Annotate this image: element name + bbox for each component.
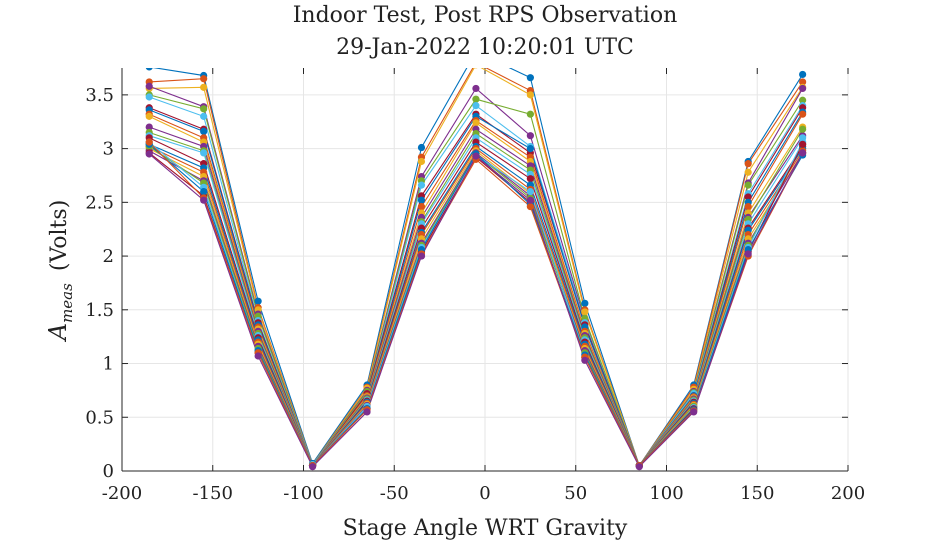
data-point xyxy=(799,110,807,118)
y-axis-label-subscript: meas xyxy=(58,283,76,323)
data-point xyxy=(799,84,807,93)
data-point xyxy=(200,83,208,91)
data-point xyxy=(799,125,807,133)
x-tick-label: -150 xyxy=(193,483,233,504)
data-point xyxy=(200,105,208,113)
data-point xyxy=(744,250,752,258)
data-point xyxy=(526,175,534,183)
data-point xyxy=(145,68,153,71)
y-tick-label: 2.5 xyxy=(85,192,114,213)
data-point xyxy=(200,187,208,196)
data-point xyxy=(526,187,534,196)
axes xyxy=(121,68,849,472)
y-axis-label: Ameas (Volts) xyxy=(44,200,76,343)
data-point xyxy=(145,82,153,90)
data-point xyxy=(200,112,208,120)
data-point xyxy=(145,93,153,101)
data-point xyxy=(526,74,534,82)
chart-title-line-1: Indoor Test, Post RPS Observation xyxy=(293,3,678,28)
data-point xyxy=(200,127,208,136)
y-tick-label: 3 xyxy=(103,139,114,160)
data-point xyxy=(474,68,478,69)
data-point xyxy=(799,70,807,79)
data-point xyxy=(472,152,480,160)
data-point xyxy=(526,110,534,118)
x-tick-label: 200 xyxy=(831,483,865,504)
data-point xyxy=(526,145,534,153)
y-axis-label-main: A xyxy=(44,323,72,342)
data-point xyxy=(744,181,752,189)
x-axis-label: Stage Angle WRT Gravity xyxy=(343,516,628,541)
chart-title-line-2: 29-Jan-2022 10:20:01 UTC xyxy=(336,35,634,60)
data-point xyxy=(744,168,752,176)
y-tick-label: 1 xyxy=(103,354,114,375)
data-point xyxy=(145,138,153,146)
data-point xyxy=(472,102,480,110)
data-point xyxy=(145,123,153,131)
data-point xyxy=(417,157,426,166)
data-point xyxy=(145,112,153,120)
data-point xyxy=(581,299,589,307)
data-point xyxy=(799,149,807,157)
data-point xyxy=(417,203,426,211)
y-tick-label: 2 xyxy=(103,246,114,267)
data-point xyxy=(799,140,807,148)
data-point xyxy=(581,356,589,364)
data-point xyxy=(417,252,426,260)
y-tick-label: 1.5 xyxy=(85,300,114,321)
data-point xyxy=(744,193,752,201)
data-point xyxy=(308,463,317,471)
data-point xyxy=(690,408,698,416)
data-point xyxy=(799,78,807,86)
x-tick-label: 50 xyxy=(564,483,587,504)
data-point xyxy=(417,196,426,204)
data-point xyxy=(526,203,534,211)
data-point xyxy=(363,408,371,416)
x-tick-label: 150 xyxy=(740,483,774,504)
data-point xyxy=(526,91,534,99)
data-point xyxy=(417,143,426,152)
data-point xyxy=(799,96,807,104)
data-point xyxy=(200,196,208,204)
data-point xyxy=(472,84,480,93)
data-point xyxy=(200,149,208,157)
y-tick-label: 0.5 xyxy=(85,407,114,428)
data-point xyxy=(744,203,752,211)
x-tick-label: 100 xyxy=(649,483,683,504)
y-axis-label-units: (Volts) xyxy=(47,200,72,271)
x-tick-label: -50 xyxy=(380,483,409,504)
x-tick-label: -100 xyxy=(283,483,323,504)
data-point xyxy=(200,75,208,83)
data-point xyxy=(744,160,752,168)
data-point xyxy=(254,297,262,305)
data-point xyxy=(526,132,534,140)
x-tick-label: 0 xyxy=(479,483,490,504)
data-point xyxy=(417,181,426,189)
data-point xyxy=(472,119,480,127)
data-point xyxy=(635,463,643,471)
data-point xyxy=(472,95,480,103)
data-point xyxy=(526,196,534,204)
data-point xyxy=(581,308,589,316)
y-tick-label: 0 xyxy=(103,461,114,482)
data-point xyxy=(145,150,153,158)
series-points xyxy=(145,68,807,471)
y-tick-label: 3.5 xyxy=(85,85,114,106)
x-tick-label: -200 xyxy=(102,483,142,504)
tick-labels: -200 -150 -100 -50 0 50 100 150 200 0 0.5 1 1.5 2 2.5 3… xyxy=(85,85,865,504)
data-point xyxy=(254,352,262,360)
